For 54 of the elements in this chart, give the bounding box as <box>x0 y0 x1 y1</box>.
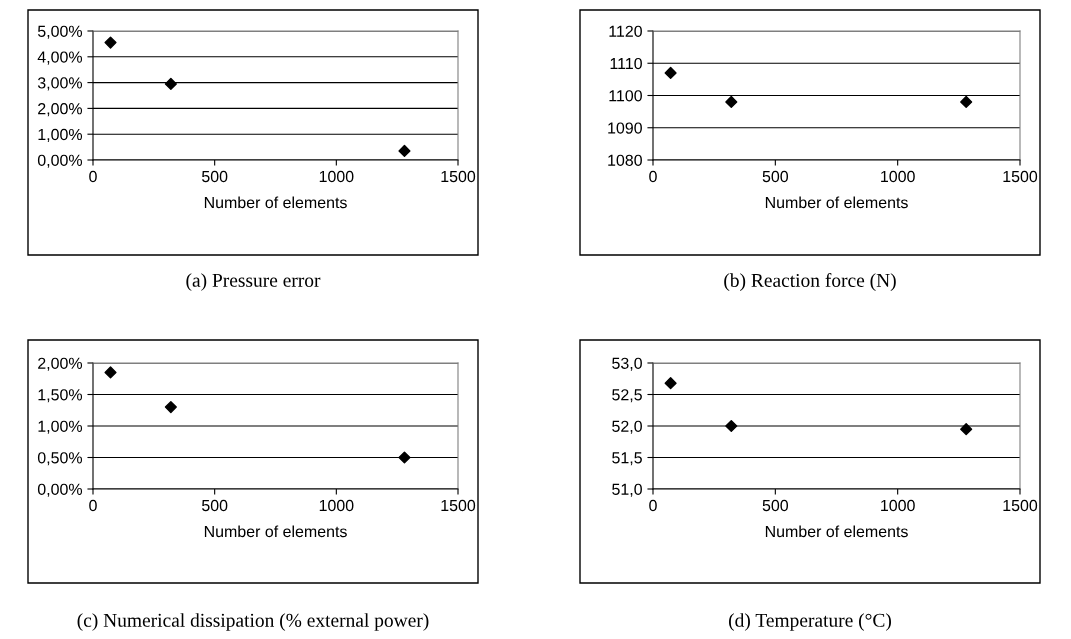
x-tick-label: 1000 <box>881 499 915 512</box>
y-tick-label: 5,00% <box>37 25 83 39</box>
x-tick-label: 1000 <box>881 170 915 183</box>
text: (c) Numerical dissipation (% external power) <box>77 613 429 631</box>
x-axis-title: Number of elements <box>204 196 347 209</box>
y-tick-label: 4,00% <box>37 51 83 65</box>
y-tick-label: 1090 <box>608 122 642 134</box>
y-tick-label: 3,00% <box>37 77 83 91</box>
y-tick-label: 0,50% <box>37 452 83 466</box>
y-tick-label: 51,0 <box>612 483 642 497</box>
y-tick-label: 1,00% <box>38 128 83 143</box>
text: (d) Temperature (°C) <box>729 613 891 631</box>
point <box>164 401 177 414</box>
x-tick-label: 0 <box>89 170 97 183</box>
point <box>398 451 411 464</box>
y-tick-label: 1100 <box>609 90 642 102</box>
y-tick-label: 1080 <box>608 154 642 166</box>
x-tick-label: 500 <box>762 170 789 183</box>
x-axis-title: Number of elements <box>204 525 347 538</box>
y-tick-label: 1110 <box>610 57 642 70</box>
text: (a) Pressure error <box>186 273 321 291</box>
y-tick-label: 1,50% <box>38 389 83 403</box>
x-tick-label: 500 <box>201 170 228 183</box>
y-tick-label: 53,0 <box>612 357 642 371</box>
point <box>725 419 738 433</box>
y-tick-label: 0,00% <box>37 154 83 168</box>
x-axis-title: Number of elements <box>765 196 908 209</box>
y-tick-label: 0,00% <box>37 483 83 497</box>
x-tick-label: 1500 <box>1003 170 1038 183</box>
x-tick-label: 1500 <box>441 499 476 512</box>
point <box>104 36 117 49</box>
x-axis-title: Number of elements <box>765 525 908 538</box>
y-tick-label: 1120 <box>609 25 642 37</box>
x-tick-label: 1500 <box>1003 499 1038 512</box>
x-tick-label: 500 <box>762 499 789 512</box>
y-tick-label: 51,5 <box>612 452 642 466</box>
y-tick-label: 52,0 <box>612 420 642 434</box>
text: (b) Reaction force (N) <box>724 273 896 291</box>
y-tick-label: 52,5 <box>612 389 642 403</box>
x-tick-label: 1000 <box>319 499 354 512</box>
x-tick-label: 1500 <box>441 170 476 183</box>
x-tick-label: 0 <box>649 499 657 512</box>
point <box>164 77 177 90</box>
y-tick-label: 1,00% <box>38 420 83 434</box>
x-tick-label: 500 <box>201 499 228 512</box>
x-tick-label: 0 <box>649 170 657 183</box>
point <box>398 144 411 158</box>
y-tick-label: 2,00% <box>38 103 83 117</box>
point <box>104 366 117 379</box>
point <box>960 423 973 436</box>
x-tick-label: 1000 <box>319 170 354 183</box>
x-tick-label: 0 <box>89 499 97 512</box>
y-tick-label: 2,00% <box>38 357 83 371</box>
point <box>664 377 677 390</box>
